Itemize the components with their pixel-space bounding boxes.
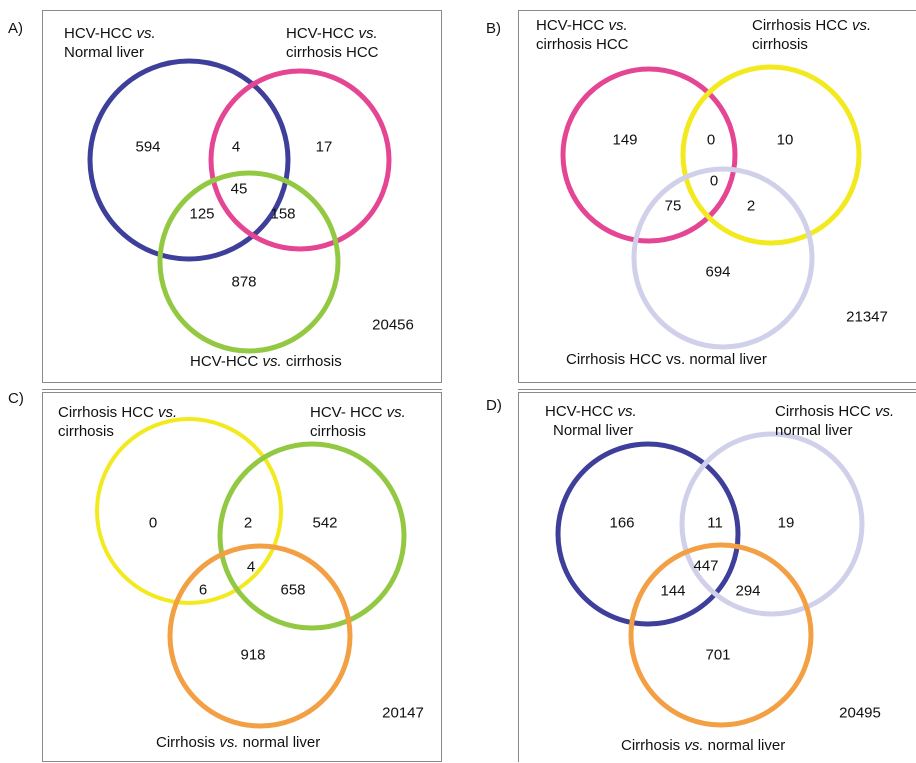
panel-c-circle-2	[217, 441, 407, 631]
panel-c-circle-3	[167, 543, 353, 729]
panel-a-circle-1	[87, 58, 291, 262]
panel-c-set-2-label: HCV- HCC vs. cirrhosis	[310, 404, 406, 440]
panel-a-count-only-1: 594	[135, 138, 161, 156]
panel-d-count-outside: 20495	[839, 704, 881, 722]
panel-a-set-2-label: HCV-HCC vs. cirrhosis HCC	[286, 25, 379, 61]
panel-b-count-only-2: 10	[776, 131, 794, 149]
panel-b-frame	[518, 10, 916, 383]
panel-separator-right	[518, 389, 916, 390]
panel-d-set-1-label: HCV-HCC vs. Normal liver	[545, 403, 637, 439]
panel-b-count-r12: 0	[706, 131, 716, 149]
panel-b-circle-3	[631, 166, 815, 350]
panel-b-count-r123: 0	[709, 172, 719, 190]
panel-d-count-only-3: 701	[705, 646, 731, 664]
panel-c-count-only-1: 0	[148, 514, 158, 532]
panel-d-count-r123: 447	[693, 557, 719, 575]
panel-b-count-outside: 21347	[846, 308, 888, 326]
panel-separator-left	[42, 389, 442, 390]
panel-c-count-only-3: 918	[240, 646, 266, 664]
panel-d-circle-3	[628, 542, 814, 728]
panel-a-frame	[42, 10, 442, 383]
panel-a-count-only-3: 878	[231, 273, 257, 291]
panel-d-letter: D)	[486, 397, 502, 414]
panel-a-count-only-2: 17	[315, 138, 333, 156]
panel-a-set-3-label: HCV-HCC vs. cirrhosis	[190, 353, 342, 370]
panel-d-count-r23: 294	[735, 582, 761, 600]
panel-a-set-1-label: HCV-HCC vs. Normal liver	[64, 25, 156, 61]
panel-b-circle-1	[560, 66, 738, 244]
panel-b-set-3-label: Cirrhosis HCC vs. normal liver	[566, 351, 767, 368]
panel-c-count-r13: 6	[198, 581, 208, 599]
panel-b-count-only-1: 149	[612, 131, 638, 149]
panel-b-set-1-label: HCV-HCC vs. cirrhosis HCC	[536, 17, 629, 53]
panel-b-letter: B)	[486, 20, 501, 37]
panel-d-count-only-2: 19	[777, 514, 795, 532]
panel-c-count-r123: 4	[246, 558, 256, 576]
panel-d-count-r13: 144	[660, 582, 686, 600]
panel-c-count-only-2: 542	[312, 514, 338, 532]
panel-c-circle-1	[95, 417, 283, 605]
panel-c-set-1-label: Cirrhosis HCC vs. cirrhosis	[58, 404, 178, 440]
panel-b-count-r23: 2	[746, 197, 756, 215]
panel-a-count-r23: 158	[270, 205, 296, 223]
panel-a-count-outside: 20456	[372, 316, 414, 334]
panel-a-count-r123: 45	[230, 180, 248, 198]
panel-b-circle-2	[680, 64, 862, 246]
panel-d-count-only-1: 166	[609, 514, 635, 532]
panel-c-frame	[42, 392, 442, 762]
panel-d-circle-1	[555, 441, 741, 627]
panel-a-count-r12: 4	[231, 138, 241, 156]
panel-c-count-r12: 2	[243, 514, 253, 532]
panel-d-set-3-label: Cirrhosis vs. normal liver	[621, 737, 786, 754]
panel-a-circle-3	[157, 170, 341, 354]
panel-c-count-r23: 658	[280, 581, 306, 599]
panel-b-set-2-label: Cirrhosis HCC vs. cirrhosis	[752, 17, 872, 53]
panel-a-count-r13: 125	[189, 205, 215, 223]
panel-d-circle-2	[679, 431, 865, 617]
panel-c-count-outside: 20147	[382, 704, 424, 722]
panel-b-count-r13: 75	[664, 197, 682, 215]
panel-b-count-only-3: 694	[705, 263, 731, 281]
panel-d-count-r12: 11	[707, 514, 723, 532]
panel-c-letter: C)	[8, 390, 24, 407]
panel-a-circle-2	[208, 68, 392, 252]
panel-c-set-3-label: Cirrhosis vs. normal liver	[156, 734, 321, 751]
panel-d-set-2-label: Cirrhosis HCC vs. normal liver	[775, 403, 895, 439]
panel-d-frame	[518, 392, 916, 762]
panel-a-letter: A)	[8, 20, 23, 37]
